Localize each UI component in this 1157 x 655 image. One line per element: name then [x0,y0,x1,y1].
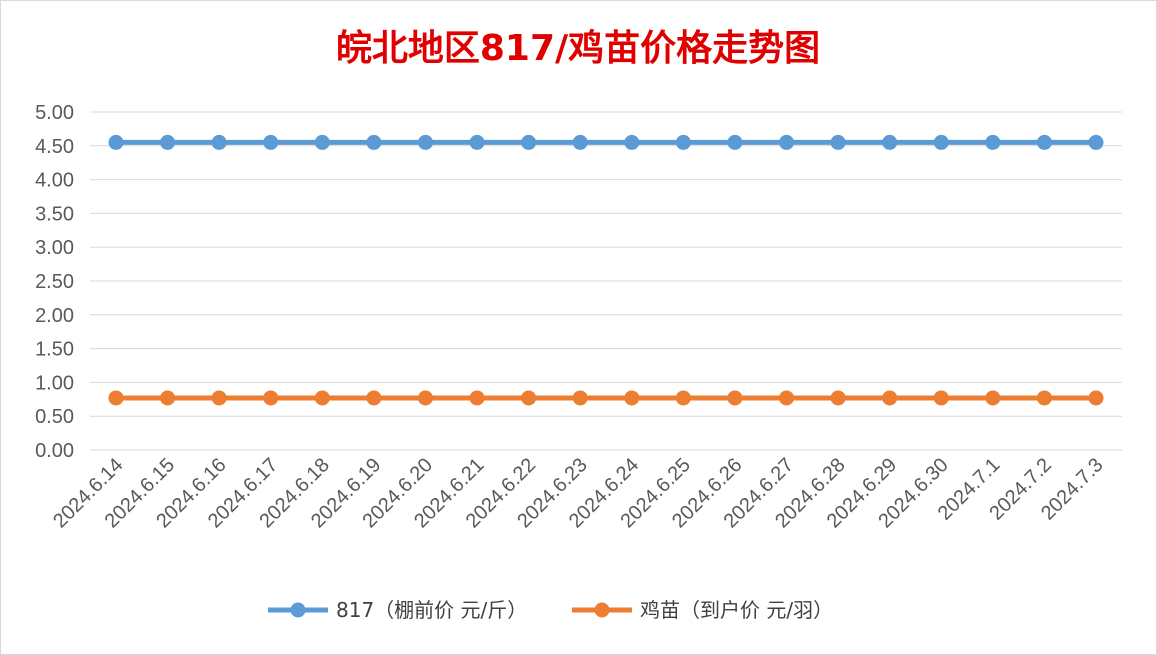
data-point [469,390,485,406]
data-point [933,134,949,150]
data-point [160,390,176,406]
data-point [985,390,1001,406]
data-point [521,390,537,406]
data-point [675,390,691,406]
data-point [366,134,382,150]
legend-item: 817（棚前价 元/斤） [268,598,527,622]
data-point [675,134,691,150]
y-tick-label: 5.00 [35,102,74,124]
data-point [1036,390,1052,406]
y-tick-label: 4.00 [35,170,74,192]
data-point [882,390,898,406]
data-point [727,134,743,150]
data-point [314,390,330,406]
data-point [211,134,227,150]
data-point [211,390,227,406]
series-1 [108,390,1104,406]
data-point [830,134,846,150]
y-tick-label: 3.50 [35,203,74,225]
data-point [779,134,795,150]
data-point [933,390,949,406]
data-point [160,134,176,150]
y-tick-label: 2.00 [35,305,74,327]
legend-label: 鸡苗（到户价 元/羽） [640,598,833,622]
legend-item: 鸡苗（到户价 元/羽） [572,598,833,622]
series-layer [108,134,1104,406]
gridlines [90,111,1122,451]
y-tick-label: 0.50 [35,406,74,428]
data-point [882,134,898,150]
data-point [417,390,433,406]
legend-marker [290,602,306,618]
data-point [108,390,124,406]
data-point [108,134,124,150]
data-point [572,134,588,150]
data-point [314,134,330,150]
data-point [624,134,640,150]
chart-title: 皖北地区817/鸡苗价格走势图 [336,28,820,69]
data-point [521,134,537,150]
y-tick-label: 1.50 [35,339,74,361]
data-point [830,390,846,406]
series-0 [108,134,1104,150]
legend: 817（棚前价 元/斤） 鸡苗（到户价 元/羽） [268,598,833,622]
data-point [572,390,588,406]
data-point [985,134,1001,150]
y-tick-label: 1.00 [35,372,74,394]
data-point [624,390,640,406]
legend-label: 817（棚前价 元/斤） [336,598,527,622]
data-point [417,134,433,150]
data-point [1036,134,1052,150]
data-point [263,134,279,150]
data-point [1088,390,1104,406]
y-tick-label: 3.00 [35,237,74,259]
data-point [263,390,279,406]
data-point [1088,134,1104,150]
data-point [779,390,795,406]
y-tick-label: 2.50 [35,271,74,293]
data-point [366,390,382,406]
data-point [469,134,485,150]
y-tick-label: 0.00 [35,440,74,462]
legend-marker [594,602,610,618]
y-axis-ticks: 0.00 0.50 1.00 1.50 2.00 2.50 3.00 3.50 4.00 4.50… [35,102,74,462]
y-tick-label: 4.50 [35,136,74,158]
data-point [727,390,743,406]
